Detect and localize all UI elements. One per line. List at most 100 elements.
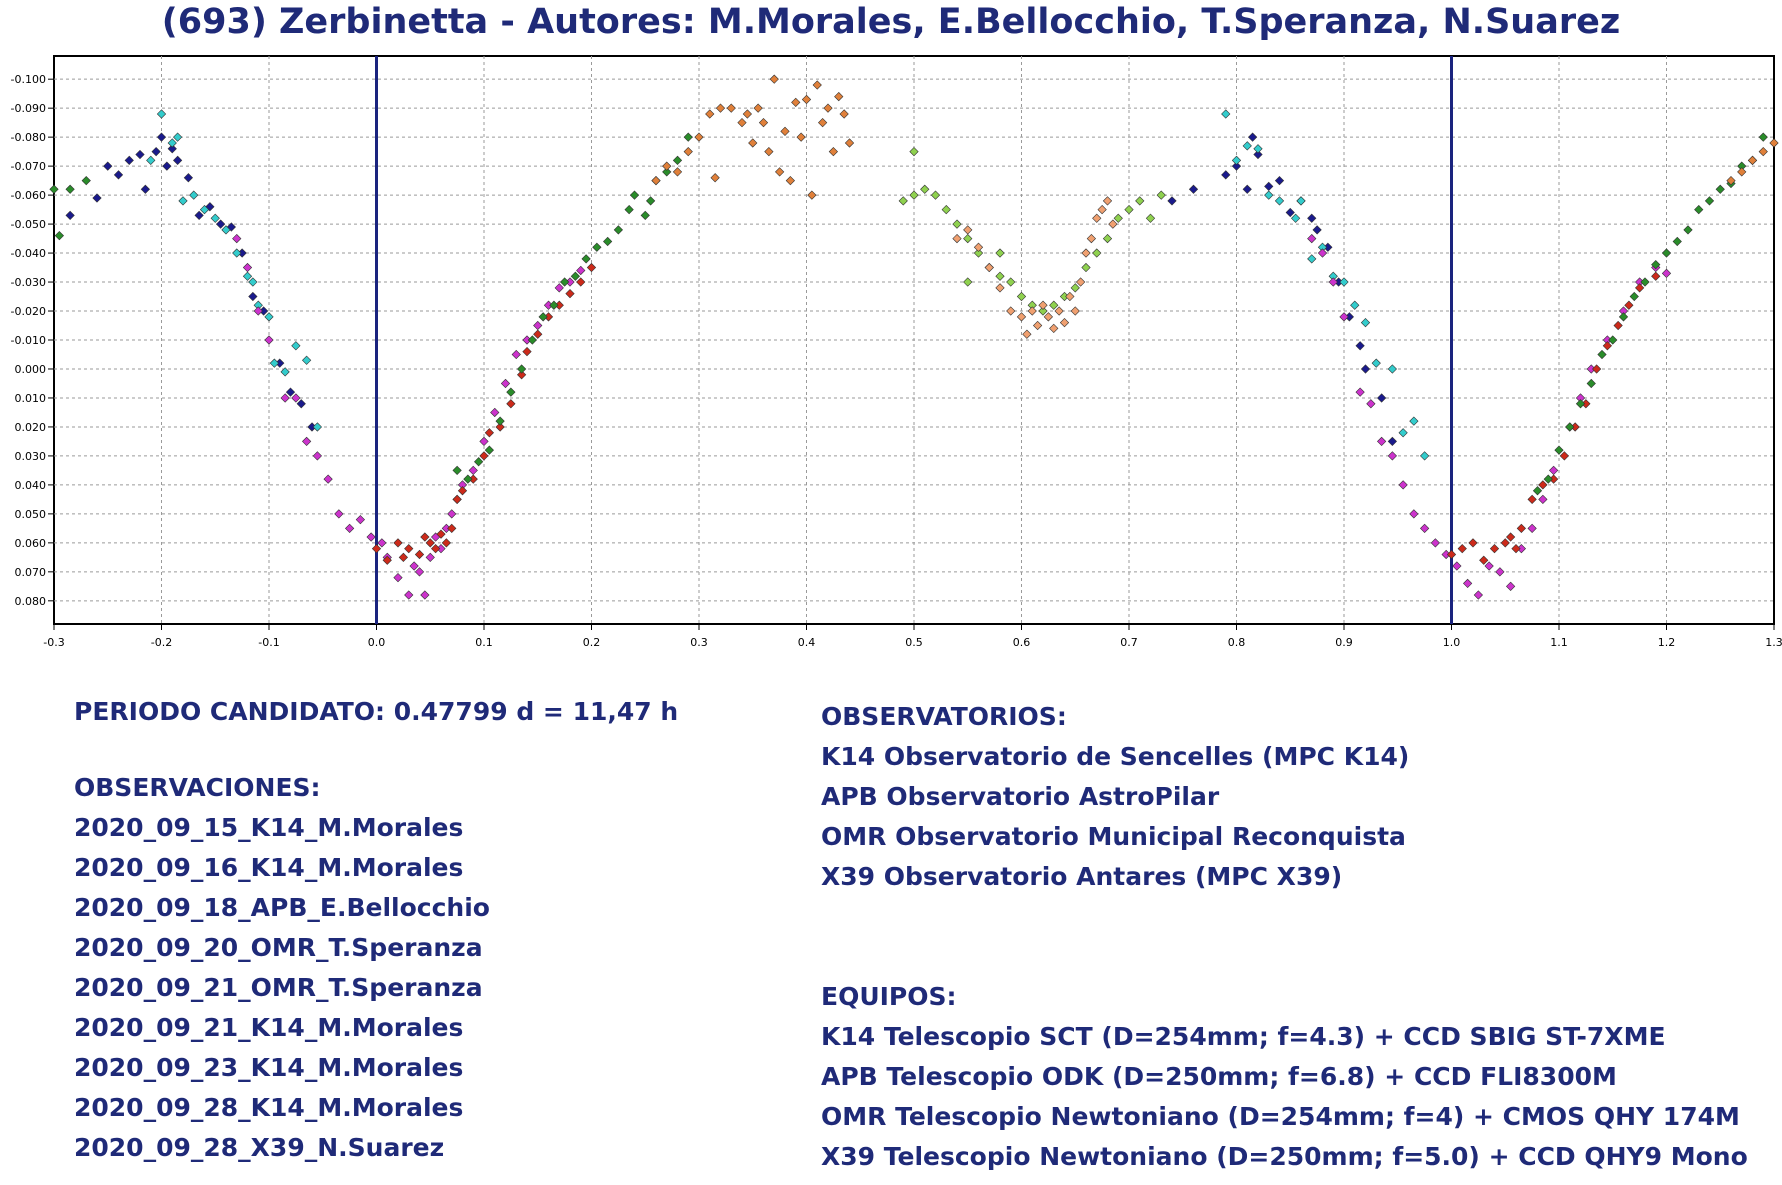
data-point <box>1022 329 1032 339</box>
y-tick-label: -0.030 <box>11 276 46 289</box>
data-point <box>1016 291 1027 302</box>
observacion-item: 2020_09_15_K14_M.Morales <box>74 813 464 842</box>
data-point <box>1360 317 1371 328</box>
observatorio-item: APB Observatorio AstroPilar <box>821 782 1220 811</box>
data-point <box>285 387 296 397</box>
data-point <box>452 494 462 505</box>
data-point <box>1307 233 1317 244</box>
y-tick-label: -0.070 <box>11 160 46 173</box>
data-point <box>586 262 597 273</box>
data-point <box>1726 175 1736 186</box>
data-point <box>1387 451 1397 461</box>
data-point <box>1769 138 1779 148</box>
data-point <box>565 289 575 299</box>
data-point <box>366 532 376 542</box>
equipo-item: APB Telescopio ODK (D=250mm; f=6.8) + CC… <box>821 1062 1617 1091</box>
data-point <box>447 509 457 519</box>
data-point <box>1661 268 1672 278</box>
data-point <box>1038 306 1048 316</box>
data-point <box>570 271 580 281</box>
data-point <box>1221 170 1231 180</box>
data-point <box>264 312 274 322</box>
data-point <box>291 393 301 403</box>
data-point <box>355 515 365 525</box>
data-point <box>156 132 167 142</box>
data-point <box>393 573 403 583</box>
data-point <box>576 265 586 276</box>
data-point <box>1006 306 1016 316</box>
x-tick-label: 0.6 <box>1013 636 1031 649</box>
data-point <box>1108 219 1118 229</box>
data-point <box>909 147 919 157</box>
data-point <box>393 538 403 548</box>
observacion-item: 2020_09_21_K14_M.Morales <box>74 1013 464 1042</box>
data-point <box>1398 428 1408 438</box>
data-point <box>995 248 1005 258</box>
x-tick-label: 0.4 <box>798 636 816 649</box>
data-point <box>463 474 473 484</box>
x-tick-label: 0.5 <box>905 636 923 649</box>
y-tick-label: -0.090 <box>11 102 46 115</box>
data-point <box>823 103 833 113</box>
y-tick-label: 0.010 <box>15 392 47 405</box>
observacion-item: 2020_09_23_K14_M.Morales <box>74 1053 464 1082</box>
data-point <box>1586 378 1596 389</box>
data-point <box>646 196 656 206</box>
data-point <box>1086 233 1096 244</box>
equipo-item: K14 Telescopio SCT (D=254mm; f=4.3) + CC… <box>821 1022 1666 1051</box>
x-tick-label: 0.3 <box>690 636 708 649</box>
data-point <box>581 254 591 264</box>
data-point <box>973 248 984 258</box>
data-point <box>742 109 752 119</box>
data-point <box>140 184 150 194</box>
data-point <box>576 277 586 287</box>
x-tick-label: -0.2 <box>151 636 172 649</box>
data-point <box>909 190 919 200</box>
data-point <box>737 118 747 128</box>
data-point <box>54 231 64 241</box>
x-tick-label: -0.3 <box>43 636 64 649</box>
data-point <box>1516 523 1526 533</box>
data-point <box>1285 207 1295 218</box>
data-point <box>156 109 167 119</box>
data-point <box>1511 544 1521 554</box>
y-tick-label: 0.060 <box>15 537 47 550</box>
data-point <box>1038 300 1048 310</box>
data-point <box>280 393 290 403</box>
data-point <box>1538 494 1548 505</box>
data-point <box>312 422 322 432</box>
observacion-item: 2020_09_16_K14_M.Morales <box>74 853 464 882</box>
data-point <box>162 161 172 171</box>
data-point <box>146 155 156 165</box>
data-point <box>533 329 543 339</box>
data-point <box>167 138 177 148</box>
data-point <box>1264 190 1274 200</box>
data-point <box>441 538 451 548</box>
data-point <box>1500 538 1510 548</box>
data-point <box>1661 248 1672 258</box>
data-point <box>1683 225 1693 235</box>
x-tick-label: 1.2 <box>1658 636 1676 649</box>
y-tick-label: -0.020 <box>11 305 46 318</box>
y-tick-label: -0.010 <box>11 334 46 347</box>
data-point <box>1081 248 1091 258</box>
data-point <box>1156 190 1166 200</box>
data-point <box>484 445 494 455</box>
data-point <box>764 147 774 157</box>
y-tick-label: -0.100 <box>11 73 46 86</box>
data-point <box>1624 300 1634 310</box>
data-point <box>1527 494 1537 505</box>
data-point <box>65 184 75 194</box>
data-point <box>672 155 683 165</box>
x-tick-label: -0.1 <box>258 636 279 649</box>
data-point <box>1737 167 1747 177</box>
data-point <box>1312 225 1322 235</box>
data-point <box>527 335 537 345</box>
data-point <box>818 118 828 128</box>
data-point <box>280 367 290 377</box>
data-point <box>124 155 134 165</box>
data-point <box>1468 538 1478 548</box>
data-point <box>1043 312 1053 322</box>
data-point <box>1538 480 1548 490</box>
data-point <box>844 138 855 148</box>
